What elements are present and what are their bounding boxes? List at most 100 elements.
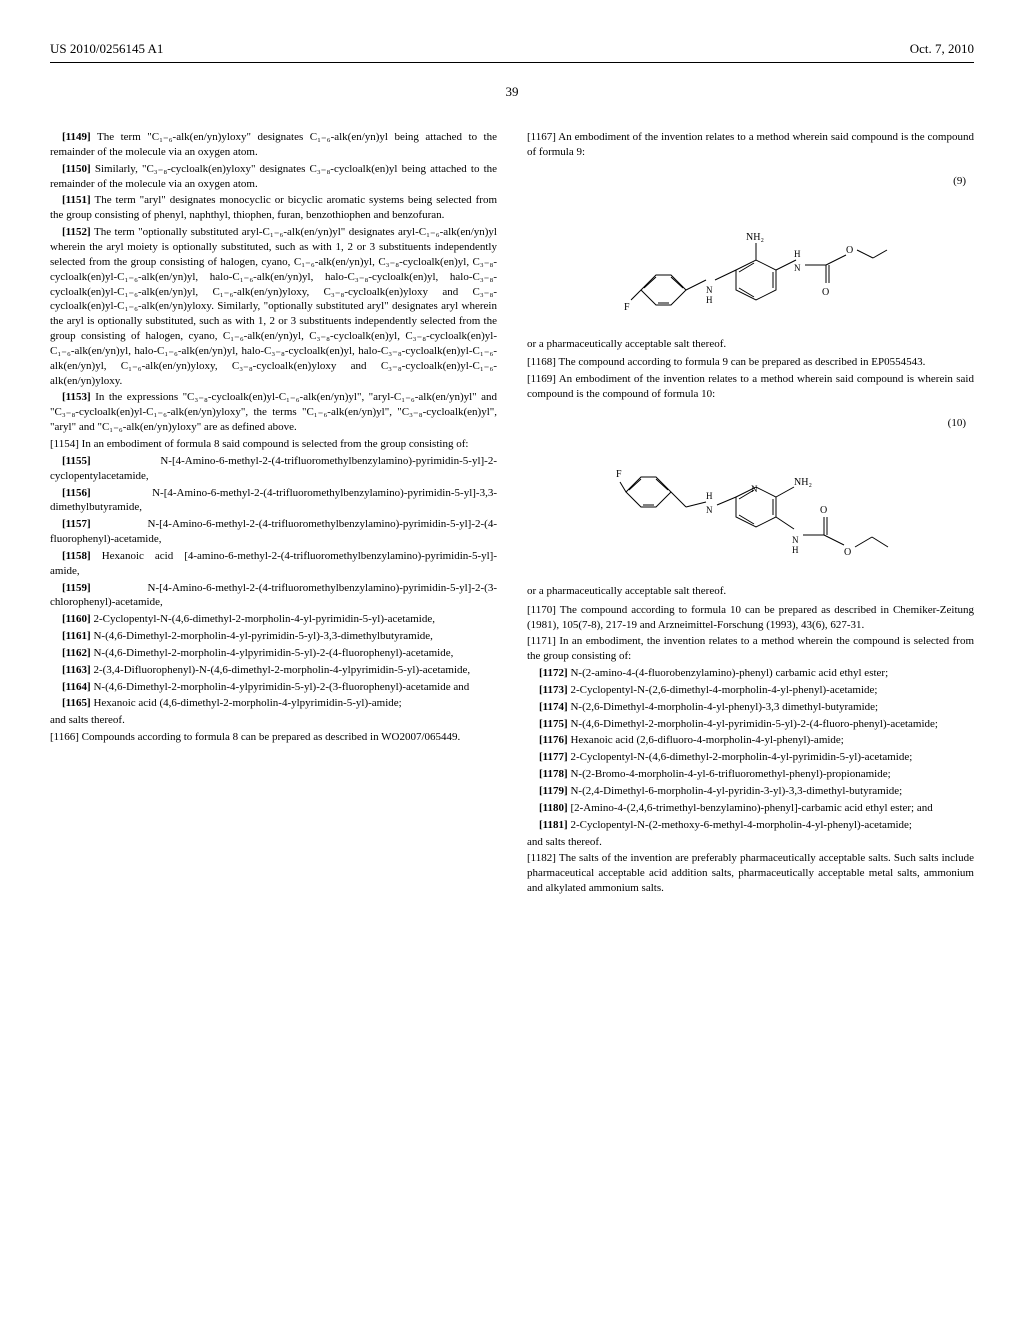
para-text: 2-Cyclopentyl-N-(2,6-dimethyl-4-morpholi… — [570, 684, 877, 696]
para-num: [1161] — [62, 630, 91, 642]
para-num: [1177] — [539, 751, 568, 763]
formula-9-label: (9) — [527, 174, 974, 189]
para-num: [1151] — [62, 194, 91, 206]
para-num: [1155] — [62, 455, 91, 467]
para-1181: [1181] 2-Cyclopentyl-N-(2-methoxy-6-meth… — [527, 818, 974, 833]
para-1155: [1155] N-[4-Amino-6-methyl-2-(4-trifluor… — [50, 454, 497, 484]
para-text: N-[4-Amino-6-methyl-2-(4-trifluoromethyl… — [50, 518, 497, 545]
para-text: An embodiment of the invention relates t… — [527, 131, 974, 158]
para-num: [1167] — [527, 131, 556, 143]
para-num: [1174] — [539, 701, 568, 713]
para-1169: [1169] An embodiment of the invention re… — [527, 372, 974, 402]
para-1158: [1158] Hexanoic acid [4-amino-6-methyl-2… — [50, 549, 497, 579]
svg-text:O: O — [822, 287, 829, 298]
para-num: [1149] — [62, 131, 91, 143]
para-1152: [1152] The term "optionally substituted … — [50, 225, 497, 388]
para-num: [1170] — [527, 604, 556, 616]
para-num: [1160] — [62, 613, 91, 625]
para-1175: [1175] N-(4,6-Dimethyl-2-morpholin-4-yl-… — [527, 717, 974, 732]
para-1182: [1182] The salts of the invention are pr… — [527, 851, 974, 896]
para-1174: [1174] N-(2,6-Dimethyl-4-morpholin-4-yl-… — [527, 700, 974, 715]
para-num: [1166] — [50, 731, 79, 743]
para-1176: [1176] Hexanoic acid (2,6-difluoro-4-mor… — [527, 733, 974, 748]
para-1178: [1178] N-(2-Bromo-4-morpholin-4-yl-6-tri… — [527, 767, 974, 782]
para-num: [1178] — [539, 768, 568, 780]
para-1180: [1180] [2-Amino-4-(2,4,6-trimethyl-benzy… — [527, 801, 974, 816]
para-text: The salts of the invention are preferabl… — [527, 852, 974, 894]
para-num: [1152] — [62, 226, 91, 238]
doc-date: Oct. 7, 2010 — [910, 40, 974, 58]
svg-text:H: H — [706, 295, 713, 305]
para-num: [1179] — [539, 785, 568, 797]
para-num: [1159] — [62, 582, 91, 594]
para-num: [1162] — [62, 647, 91, 659]
para-1170: [1170] The compound according to formula… — [527, 603, 974, 633]
para-1157: [1157] N-[4-Amino-6-methyl-2-(4-trifluor… — [50, 517, 497, 547]
para-text: [2-Amino-4-(2,4,6-trimethyl-benzylamino)… — [570, 802, 932, 814]
para-num: [1164] — [62, 681, 91, 693]
para-1177: [1177] 2-Cyclopentyl-N-(4,6-dimethyl-2-m… — [527, 750, 974, 765]
svg-text:H: H — [706, 491, 713, 501]
para-1151: [1151] The term "aryl" designates monocy… — [50, 193, 497, 223]
para-text: The term "optionally substituted aryl-C₁… — [50, 226, 497, 386]
para-num: [1175] — [539, 718, 568, 730]
left-column: [1149] The term "C₁₋₆-alk(en/yn)yloxy" d… — [50, 130, 497, 898]
salts-line-2: and salts thereof. — [527, 835, 974, 850]
para-1161: [1161] N-(4,6-Dimethyl-2-morpholin-4-yl-… — [50, 629, 497, 644]
para-1171: [1171] In an embodiment, the invention r… — [527, 634, 974, 664]
para-1168: [1168] The compound according to formula… — [527, 355, 974, 370]
para-text: In an embodiment, the invention relates … — [527, 635, 974, 662]
para-num: [1163] — [62, 664, 91, 676]
para-1159: [1159] N-[4-Amino-6-methyl-2-(4-trifluor… — [50, 581, 497, 611]
para-text: In an embodiment of formula 8 said compo… — [82, 438, 469, 450]
para-1163: [1163] 2-(3,4-Difluorophenyl)-N-(4,6-dim… — [50, 663, 497, 678]
para-num: [1182] — [527, 852, 556, 864]
salts-line: and salts thereof. — [50, 713, 497, 728]
para-num: [1180] — [539, 802, 568, 814]
para-num: [1165] — [62, 697, 91, 709]
page-number: 39 — [50, 83, 974, 101]
page-header: US 2010/0256145 A1 Oct. 7, 2010 — [50, 40, 974, 63]
para-text: The compound according to formula 10 can… — [527, 604, 974, 631]
after-formula-10: or a pharmaceutically acceptable salt th… — [527, 584, 974, 599]
svg-text:H: H — [792, 545, 799, 555]
formula-9: (9) F N H — [527, 174, 974, 325]
para-1179: [1179] N-(2,4-Dimethyl-6-morpholin-4-yl-… — [527, 784, 974, 799]
para-text: Hexanoic acid (2,6-difluoro-4-morpholin-… — [570, 734, 843, 746]
para-num: [1153] — [62, 391, 91, 403]
para-1166: [1166] Compounds according to formula 8 … — [50, 730, 497, 745]
svg-text:O: O — [846, 245, 853, 256]
para-num: [1150] — [62, 163, 91, 175]
svg-text:O: O — [844, 547, 851, 558]
para-num: [1154] — [50, 438, 79, 450]
para-1156: [1156] N-[4-Amino-6-methyl-2-(4-trifluor… — [50, 486, 497, 516]
para-num: [1169] — [527, 373, 556, 385]
para-text: The term "C₁₋₆-alk(en/yn)yloxy" designat… — [50, 131, 497, 158]
para-text: Hexanoic acid (4,6-dimethyl-2-morpholin-… — [93, 697, 401, 709]
para-num: [1171] — [527, 635, 556, 647]
doc-id: US 2010/0256145 A1 — [50, 40, 163, 58]
formula-10-structure-icon: F H N N NH₂ — [606, 437, 896, 572]
formula-9-structure-icon: F N H NH₂ H — [611, 195, 891, 325]
para-1164: [1164] N-(4,6-Dimethyl-2-morpholin-4-ylp… — [50, 680, 497, 695]
svg-text:NH₂: NH₂ — [794, 477, 812, 488]
para-text: N-(4,6-Dimethyl-2-morpholin-4-yl-pyrimid… — [570, 718, 937, 730]
para-text: N-[4-Amino-6-methyl-2-(4-trifluoromethyl… — [50, 487, 497, 514]
para-text: 2-Cyclopentyl-N-(4,6-dimethyl-2-morpholi… — [570, 751, 912, 763]
para-num: [1156] — [62, 487, 91, 499]
svg-text:N: N — [751, 484, 758, 494]
after-formula-9: or a pharmaceutically acceptable salt th… — [527, 337, 974, 352]
body-columns: [1149] The term "C₁₋₆-alk(en/yn)yloxy" d… — [50, 130, 974, 898]
para-text: An embodiment of the invention relates t… — [527, 373, 974, 400]
svg-text:F: F — [624, 302, 630, 313]
para-text: N-(2-Bromo-4-morpholin-4-yl-6-trifluorom… — [570, 768, 890, 780]
para-num: [1158] — [62, 550, 91, 562]
formula-10-label: (10) — [527, 416, 974, 431]
para-text: 2-Cyclopentyl-N-(2-methoxy-6-methyl-4-mo… — [570, 819, 912, 831]
para-text: N-(4,6-Dimethyl-2-morpholin-4-ylpyrimidi… — [93, 681, 469, 693]
svg-text:O: O — [820, 505, 827, 516]
svg-text:N: N — [706, 285, 713, 295]
para-1172: [1172] N-(2-amino-4-(4-fluorobenzylamino… — [527, 666, 974, 681]
para-1150: [1150] Similarly, "C₃₋₈-cycloalk(en)ylox… — [50, 162, 497, 192]
para-1162: [1162] N-(4,6-Dimethyl-2-morpholin-4-ylp… — [50, 646, 497, 661]
